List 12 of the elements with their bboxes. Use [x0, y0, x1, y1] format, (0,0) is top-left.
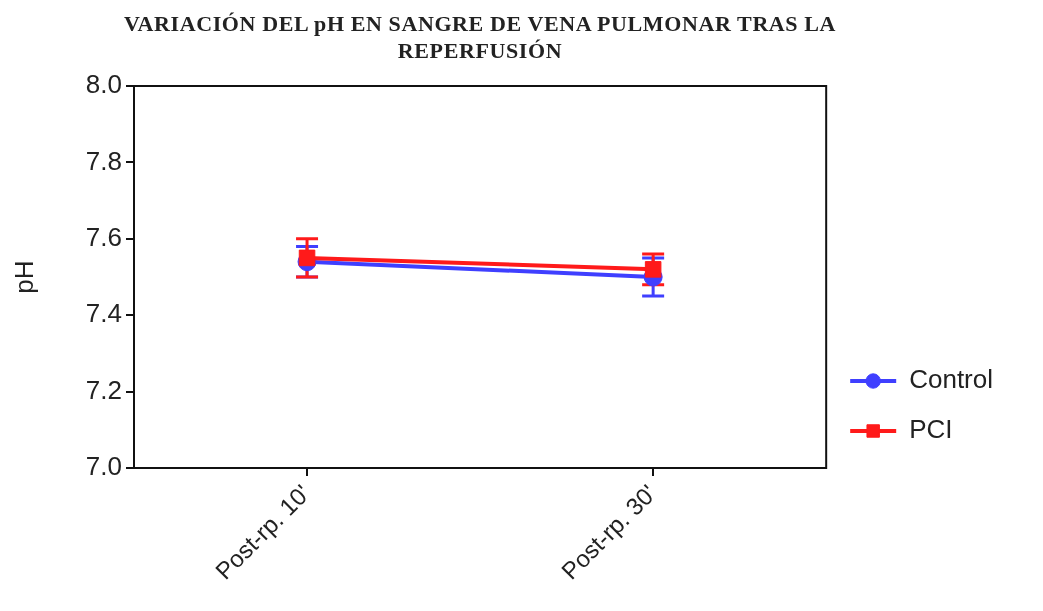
y-tick-label: 7.2	[85, 374, 122, 405]
y-tick-label: 7.0	[85, 451, 122, 482]
y-tick-label: 7.6	[85, 221, 122, 252]
legend-label: PCI	[909, 414, 953, 445]
chart-title: VARIACIÓN DEL pH EN SANGRE DE VENA PULMONAR TRAS LA REPERFUSIÓN	[122, 10, 838, 64]
y-tick-label: 7.4	[85, 298, 122, 329]
legend-label: Control	[909, 364, 994, 395]
point	[644, 261, 662, 278]
y-tick-label: 7.8	[85, 145, 122, 176]
y-tick-label: 8.0	[85, 69, 122, 100]
y-axis-title: pH	[8, 260, 39, 294]
point	[298, 249, 316, 267]
